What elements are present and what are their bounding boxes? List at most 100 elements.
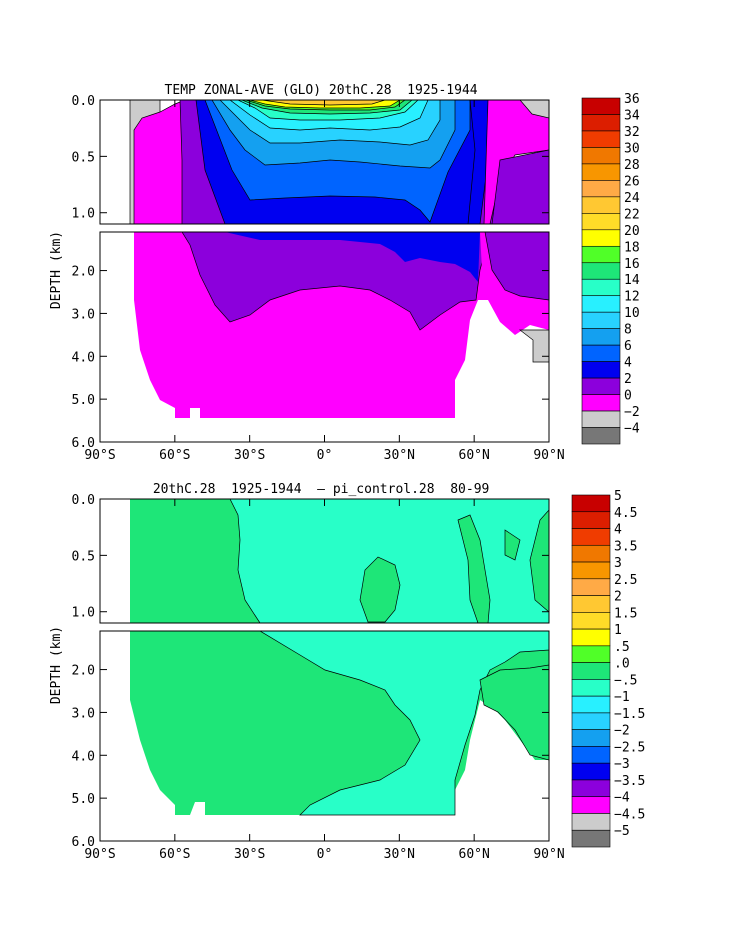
panel1-yticks: 0.0 0.5 1.0 2.0 3.0 4.0 5.0 6.0 — [72, 94, 549, 451]
colorbar-swatch — [581, 394, 621, 412]
colorbar-label: 8 — [624, 323, 632, 338]
p1-purple-north-lower — [484, 232, 549, 301]
panel2-upper-field — [130, 499, 549, 623]
panel2-xticks: 90°S 60°S 30°S 0° 30°N 60°N 90°N — [84, 499, 565, 862]
colorbar-swatch — [571, 746, 611, 764]
xtick-label: 0° — [317, 847, 333, 862]
ytick-label: 2.0 — [72, 664, 95, 679]
colorbar-swatch — [571, 662, 611, 680]
panel1-xticks: 90°S 60°S 30°S 0° 30°N 60°N 90°N — [84, 100, 565, 463]
xtick-label: 90°S — [84, 448, 115, 463]
colorbar-label: 26 — [624, 174, 640, 189]
ytick-label: 5.0 — [72, 792, 95, 807]
colorbar-swatch — [581, 213, 621, 231]
colorbar-swatch — [581, 163, 621, 181]
ytick-label: 4.0 — [72, 749, 95, 764]
xtick-label: 0° — [317, 448, 333, 463]
colorbar-label: .5 — [614, 640, 630, 655]
ytick-label: 0.5 — [72, 150, 95, 165]
panel1-ylabel: DEPTH (km) — [49, 231, 64, 309]
xtick-label: 60°N — [459, 448, 490, 463]
p1-purple-north-upper — [491, 149, 549, 224]
colorbar-swatch — [581, 427, 621, 445]
p2-green-north-edge — [504, 529, 521, 561]
colorbar-swatch — [581, 245, 621, 264]
colorbar-swatch — [581, 278, 621, 297]
colorbar-swatch — [581, 410, 621, 428]
colorbar-label: 5 — [614, 489, 622, 504]
p1-orange — [261, 100, 386, 106]
colorbar-label: −3.5 — [614, 774, 645, 789]
xtick-label: 30°S — [234, 847, 265, 862]
ytick-label: 0.0 — [72, 493, 95, 508]
colorbar-label: −5 — [614, 824, 630, 839]
colorbar-swatch — [581, 130, 621, 148]
colorbar-label: −2 — [614, 724, 630, 739]
xtick-label: 30°N — [384, 847, 415, 862]
panel2-lower-field — [130, 631, 549, 816]
p1-land-north-lower — [518, 329, 549, 363]
colorbar-swatch — [571, 779, 611, 798]
colorbar-swatch — [571, 645, 611, 663]
colorbar-label: 3 — [614, 556, 622, 571]
ytick-label: 5.0 — [72, 393, 95, 408]
colorbar-swatch — [581, 262, 621, 280]
colorbar-swatch — [571, 695, 611, 714]
colorbar-label: −.5 — [614, 673, 637, 688]
colorbar-label: 3.5 — [614, 539, 637, 554]
ytick-label: 6.0 — [72, 436, 95, 451]
colorbar-label: 4.5 — [614, 506, 637, 521]
ytick-label: 6.0 — [72, 835, 95, 850]
colorbar-label: −4.5 — [614, 807, 645, 822]
colorbar-label: 22 — [624, 207, 640, 222]
colorbar-swatch — [581, 377, 621, 395]
p1-blue-north-tongue — [467, 100, 493, 224]
xtick-label: 60°S — [159, 448, 190, 463]
colorbar-swatch — [571, 561, 611, 580]
colorbar-swatch — [581, 295, 621, 313]
colorbar-label: −2 — [624, 405, 640, 420]
colorbar-swatch — [571, 578, 611, 596]
panel-temperature: TEMP ZONAL-AVE (GLO) 20thC.28 1925-1944 — [49, 83, 640, 463]
colorbar-label: 14 — [624, 273, 640, 288]
colorbar-label: 12 — [624, 290, 640, 305]
colorbar-label: 1.5 — [614, 606, 637, 621]
colorbar-label: 30 — [624, 141, 640, 156]
colorbar-swatch — [581, 180, 621, 198]
colorbar-label: 24 — [624, 191, 640, 206]
colorbar-swatch — [571, 813, 611, 831]
colorbar-swatch — [581, 328, 621, 346]
ytick-label: 1.0 — [72, 606, 95, 621]
p1-land-north-upper — [519, 100, 549, 119]
colorbar-label: −4 — [614, 791, 630, 806]
colorbar-label: 6 — [624, 339, 632, 354]
colorbar-label: .0 — [614, 657, 630, 672]
colorbar-swatch — [571, 729, 611, 747]
colorbar-swatch — [581, 361, 621, 379]
colorbar-swatch — [581, 311, 621, 329]
panel2-yticks: 0.0 0.5 1.0 2.0 3.0 4.0 5.0 6.0 — [72, 493, 549, 850]
colorbar-swatch — [581, 229, 621, 247]
colorbar-swatch — [581, 97, 621, 115]
colorbar-label: 28 — [624, 158, 640, 173]
colorbar-swatch — [571, 612, 611, 630]
ytick-label: 4.0 — [72, 350, 95, 365]
xtick-label: 60°S — [159, 847, 190, 862]
colorbar-label: −3 — [614, 757, 630, 772]
colorbar-label: 2 — [624, 372, 632, 387]
ytick-label: 1.0 — [72, 207, 95, 222]
colorbar-swatch — [571, 511, 611, 529]
colorbar-swatch — [581, 344, 621, 362]
colorbar-label: −1 — [614, 690, 630, 705]
ytick-label: 3.0 — [72, 706, 95, 721]
p1-blue-lower — [225, 232, 480, 282]
colorbar-swatch — [571, 528, 611, 546]
colorbar-label: 10 — [624, 306, 640, 321]
colorbar-label: 16 — [624, 257, 640, 272]
panel2-colorbar: 54.543.532.521.51.5.0−.5−1−1.5−2−2.5−3−3… — [571, 489, 645, 848]
p2-green-north-tongue — [457, 514, 491, 623]
xtick-label: 30°S — [234, 448, 265, 463]
ytick-label: 2.0 — [72, 265, 95, 280]
